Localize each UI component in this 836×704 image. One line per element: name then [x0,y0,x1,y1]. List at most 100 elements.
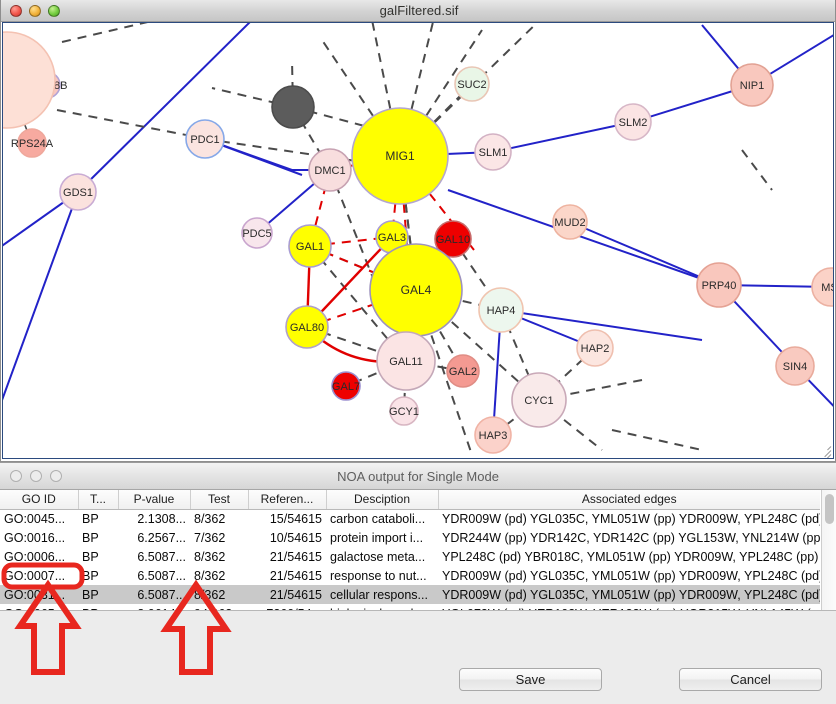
minimize-icon[interactable] [29,4,41,17]
table-row[interactable]: GO:0065...BP8.0614...94/3627260/54...bio… [0,604,820,611]
scrollbar-thumb[interactable] [825,494,834,524]
cell-test: 8/362 [194,511,226,526]
cell-go-id: GO:0045... [4,511,66,526]
cell-test: 7/362 [194,530,226,545]
graph-node-hap3[interactable]: HAP3 [474,416,512,454]
cell-associated-edges: YDR244W (pp) YDR142C, YDR142C (pp) YGL15… [442,530,820,545]
table-row[interactable]: GO:0045... BP 2.1308... 8/362 15/54615 carbon… [0,509,820,528]
graph-node-gal10[interactable]: GAL10 [434,220,472,258]
cell-test: 8/362 [194,549,226,564]
graph-node-gds1[interactable]: GDS1 [59,173,97,211]
graph-node-rps24a[interactable]: RPS24A [11,128,54,158]
cell-associated-edges: YDR009W (pd) YGL035C, YML051W (pp) YDR00… [442,511,820,526]
graph-node-unlabeled[interactable] [271,85,315,129]
graph-node-gal4[interactable]: GAL4 [369,243,463,337]
graph-node-pdc5[interactable]: PDC5 [241,217,273,249]
cell-go-id: GO:0065... [0,604,78,611]
graph-node-gal1[interactable]: GAL1 [288,224,332,268]
column-header-reference[interactable]: Referen... [248,490,327,510]
table-row[interactable]: GO:0006... BP 6.5087... 8/362 21/54615 galact… [0,547,820,566]
graph-edge [538,399,603,451]
cell-type: BP [78,585,118,604]
graph-node-label: RPS24A [11,138,54,150]
results-table-body: GO:0045... BP 2.1308... 8/362 15/54615 carbon… [0,509,820,610]
graph-node-prp40[interactable]: PRP40 [696,262,742,308]
graph-node-unlabeled[interactable] [2,31,56,129]
graph-node-label: GCY1 [389,406,419,418]
graph-node-label: GAL2 [449,366,477,378]
graph-edge [741,149,773,191]
graph-edge [500,309,703,341]
dialog-close-icon[interactable] [10,470,22,482]
graph-node-label: GAL1 [296,241,324,253]
graph-node-label: MSI [821,282,834,294]
graph-node-suc2[interactable]: SUC2 [454,66,490,102]
noa-output-dialog: NOA output for Single Mode GO ID T... P-… [0,462,836,704]
network-graph-canvas[interactable]: RPL18BRPS24AGDS1PDC1PDC5DMC1MIG1SUC2SLM1… [2,22,834,459]
cell-desciption: biological regul... [326,604,438,611]
graph-node-slm1[interactable]: SLM1 [474,133,512,171]
graph-node-cyc1[interactable]: CYC1 [511,372,567,428]
column-header-associated-edges[interactable]: Associated edges [438,490,820,510]
results-table-scrollbar[interactable] [821,490,836,610]
graph-node-label: GAL3 [378,232,406,244]
cell-reference: 21/54615 [248,585,326,604]
cell-associated-edges: YGL073W (pd) YER103W, YER133W (pp) YOR31… [438,604,820,611]
graph-node-mig1[interactable]: MIG1 [351,107,449,205]
cell-desciption: response to nut... [330,568,427,583]
graph-edge [3,191,79,401]
table-header-row: GO ID T... P-value Test Referen... Desci… [0,490,820,510]
results-table-scroll[interactable]: GO ID T... P-value Test Referen... Desci… [0,490,821,610]
graph-node-label: SLM2 [619,117,648,129]
graph-node-slm2[interactable]: SLM2 [614,103,652,141]
graph-node-msi[interactable]: MSI [811,267,834,307]
results-table[interactable]: GO ID T... P-value Test Referen... Desci… [0,490,820,610]
column-header-desciption[interactable]: Desciption [326,490,439,510]
cell-p-value: 6.2567... [137,530,186,545]
save-button[interactable]: Save [459,668,602,691]
column-header-go-id[interactable]: GO ID [0,490,79,510]
graph-node-gal2[interactable]: GAL2 [446,354,480,388]
window-titlebar[interactable]: galFiltered.sif [1,0,835,22]
cell-associated-edges: YPL248C (pd) YBR018C, YML051W (pp) YDR00… [442,549,820,564]
cancel-button[interactable]: Cancel [679,668,822,691]
dialog-zoom-icon[interactable] [50,470,62,482]
cell-test: 8/362 [190,585,248,604]
graph-edge [292,106,331,171]
graph-node-sin4[interactable]: SIN4 [775,346,815,386]
column-header-p-value[interactable]: P-value [118,490,191,510]
graph-node-dmc1[interactable]: DMC1 [308,148,352,192]
graph-node-label: DMC1 [314,165,345,177]
graph-node-hap4[interactable]: HAP4 [478,287,524,333]
dialog-minimize-icon[interactable] [30,470,42,482]
graph-edge [61,23,148,43]
cell-go-id: GO:0016... [4,530,66,545]
cell-p-value: 8.0614... [118,604,190,611]
cell-desciption: cellular respons... [326,585,438,604]
table-row[interactable]: GO:0007... BP 6.5087... 8/362 21/54615 respon… [0,566,820,585]
table-row[interactable]: GO:0031... BP 6.5087... 8/362 21/54615 cellul… [0,585,820,604]
table-row[interactable]: GO:0016... BP 6.2567... 7/362 10/54615 protei… [0,528,820,547]
graph-edge [415,289,473,456]
graph-node-gcy1[interactable]: GCY1 [389,396,419,426]
resize-grip-icon[interactable] [818,443,832,458]
cell-reference: 21/54615 [269,549,322,564]
graph-node-gal11[interactable]: GAL11 [376,331,436,391]
graph-node-gal80[interactable]: GAL80 [285,305,329,349]
dialog-titlebar[interactable]: NOA output for Single Mode [0,463,836,490]
cell-p-value: 6.5087... [137,568,186,583]
graph-node-mud2[interactable]: MUD2 [552,204,588,240]
graph-node-hap2[interactable]: HAP2 [576,329,614,367]
column-header-type[interactable]: T... [78,490,119,510]
graph-node-label: GAL11 [389,356,422,368]
graph-node-gal7[interactable]: GAL7 [331,371,361,401]
zoom-icon[interactable] [48,4,60,17]
graph-node-nip1[interactable]: NIP1 [730,63,774,107]
graph-node-label: SIN4 [783,361,807,373]
cell-p-value: 2.1308... [137,511,186,526]
cell-test: 8/362 [194,568,226,583]
graph-node-pdc1[interactable]: PDC1 [185,119,225,159]
close-icon[interactable] [10,4,22,17]
graph-edge [211,87,294,108]
column-header-test[interactable]: Test [190,490,249,510]
